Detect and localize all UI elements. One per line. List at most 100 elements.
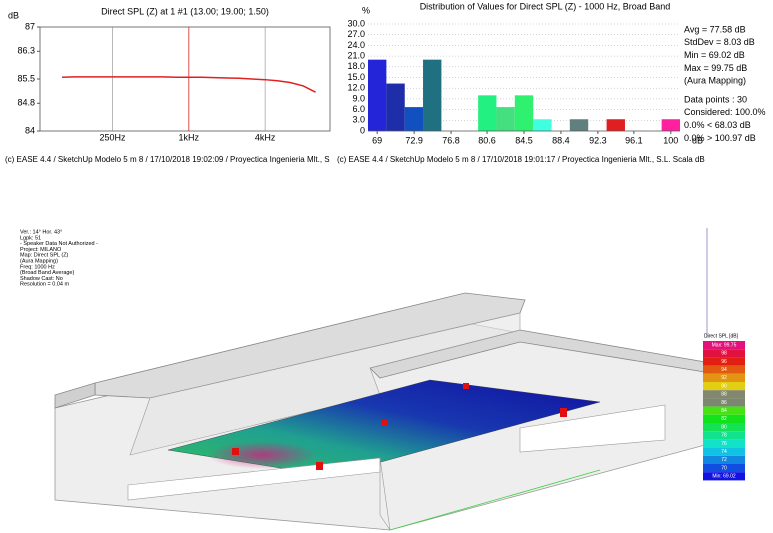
legend-swatch xyxy=(703,357,745,366)
footer: (c) EASE 4.4 / SketchUp Modelo 5 m 8 / 1… xyxy=(5,155,330,164)
histogram-bar xyxy=(368,59,387,131)
x-axis-label: dB xyxy=(692,135,703,145)
data-line xyxy=(62,76,316,93)
legend-swatch xyxy=(703,414,745,423)
view-info: Ver.: 14° Hor. 43° xyxy=(20,229,62,235)
y-tick-label: 18.0 xyxy=(347,61,365,71)
stat-line: Data points : 30 xyxy=(684,94,747,104)
legend-label: 84 xyxy=(721,408,727,414)
legend-swatch xyxy=(703,349,745,358)
y-tick-label: 12.0 xyxy=(347,83,365,93)
histogram-bar xyxy=(496,107,515,131)
x-tick-label: 72.9 xyxy=(405,135,423,145)
histogram-bar xyxy=(606,119,625,131)
legend-label: 92 xyxy=(721,375,727,381)
histogram-bar xyxy=(423,59,442,131)
speaker xyxy=(463,383,469,389)
footer: (c) EASE 4.4 / SketchUp Modelo 5 m 8 / 1… xyxy=(337,155,705,164)
y-tick-label: 30.0 xyxy=(347,18,365,28)
y-tick-label: 15.0 xyxy=(347,72,365,82)
legend-label: 72 xyxy=(721,457,727,463)
room-edge xyxy=(379,457,391,531)
histogram-bar xyxy=(404,107,424,131)
x-tick-label: 250Hz xyxy=(99,132,126,142)
view-info: Shadow Cast: No xyxy=(20,276,63,282)
legend-label: 90 xyxy=(721,383,727,389)
histogram-bar xyxy=(386,83,405,131)
legend-label: 88 xyxy=(721,392,727,398)
histogram-bar xyxy=(514,95,534,131)
histogram-bar xyxy=(533,119,552,131)
legend-label: 80 xyxy=(721,424,727,430)
y-tick-label: 24.0 xyxy=(347,40,365,50)
histogram-bar xyxy=(661,119,680,131)
y-axis-label: dB xyxy=(8,10,19,20)
x-tick-label: 100 xyxy=(663,135,678,145)
legend-swatch xyxy=(703,373,745,382)
x-tick-label: 76.8 xyxy=(442,135,460,145)
stat-line: 0.0% > 100.97 dB xyxy=(684,133,756,143)
legend-swatch xyxy=(703,365,745,374)
legend-swatch xyxy=(703,439,745,448)
x-tick-label: 96.1 xyxy=(625,135,643,145)
y-tick-label: 84.8 xyxy=(17,98,35,108)
chart-title: Direct SPL (Z) at 1 #1 (13.00; 19.00; 1.… xyxy=(101,6,269,16)
plot-frame xyxy=(39,26,331,132)
legend-label: 94 xyxy=(721,367,727,373)
y-tick-label: 87 xyxy=(25,21,35,31)
view-info: Project: MILANO xyxy=(20,247,62,253)
stat-line: 0.0% < 68.03 dB xyxy=(684,120,751,130)
legend-label: 96 xyxy=(721,359,727,365)
room-3d-view xyxy=(54,228,708,531)
stat-line: Avg = 77.58 dB xyxy=(684,24,746,34)
room-wall xyxy=(54,382,96,409)
legend-swatch xyxy=(703,472,745,481)
y-tick-label: 86.3 xyxy=(17,46,35,56)
view-info: Lgpk: 51 xyxy=(20,235,41,241)
speaker xyxy=(316,462,323,470)
x-tick-label: 1kHz xyxy=(179,132,200,142)
view-info: Resolution = 0.04 m xyxy=(20,282,69,288)
stat-line: (Aura Mapping) xyxy=(684,76,746,86)
x-tick-label: 80.6 xyxy=(478,135,496,145)
view-info: (Aura Mapping) xyxy=(20,258,58,264)
y-tick-label: 85.5 xyxy=(17,73,35,83)
axis-line xyxy=(389,469,601,531)
y-tick-label: 3.0 xyxy=(352,115,365,125)
legend-label: 76 xyxy=(721,441,727,447)
stat-line: StdDev = 8.03 dB xyxy=(684,37,755,47)
x-tick-label: 69 xyxy=(372,135,382,145)
legend-swatch xyxy=(703,390,745,399)
legend-label: 74 xyxy=(721,449,727,455)
legend-label: Min: 69.02 xyxy=(712,474,736,480)
view-info: Freq: 1000 Hz xyxy=(20,264,55,270)
legend-swatch xyxy=(703,423,745,432)
legend-swatch xyxy=(703,406,745,415)
speaker xyxy=(560,408,567,417)
x-tick-label: 4kHz xyxy=(255,132,276,142)
legend-label: 82 xyxy=(721,416,727,422)
chart-title: Distribution of Values for Direct SPL (Z… xyxy=(420,1,671,11)
histogram-bar xyxy=(478,95,497,131)
legend-swatch xyxy=(703,341,745,350)
legend-label: Max: 99.75 xyxy=(712,342,737,348)
stat-line: Max = 99.75 dB xyxy=(684,63,747,73)
stat-line: Min = 69.02 dB xyxy=(684,50,745,60)
view-info: - Speaker Data Not Authorized - xyxy=(20,241,98,247)
legend-swatch xyxy=(703,382,745,391)
spl-hotspot xyxy=(207,441,317,469)
room-wall xyxy=(129,312,521,456)
y-tick-label: 9.0 xyxy=(352,93,365,103)
legend-label: 98 xyxy=(721,351,727,357)
legend-swatch xyxy=(703,464,745,473)
x-tick-label: 88.4 xyxy=(552,135,570,145)
y-tick-label: 0 xyxy=(360,125,365,135)
legend-label: 78 xyxy=(721,433,727,439)
view-info: Map: Direct SPL (Z) xyxy=(20,253,69,259)
legend-title: Direct SPL [dB] xyxy=(704,333,739,339)
y-tick-label: 21.0 xyxy=(347,50,365,60)
y-tick-label: 27.0 xyxy=(347,29,365,39)
histogram-bar xyxy=(569,119,589,131)
legend-label: 86 xyxy=(721,400,727,406)
